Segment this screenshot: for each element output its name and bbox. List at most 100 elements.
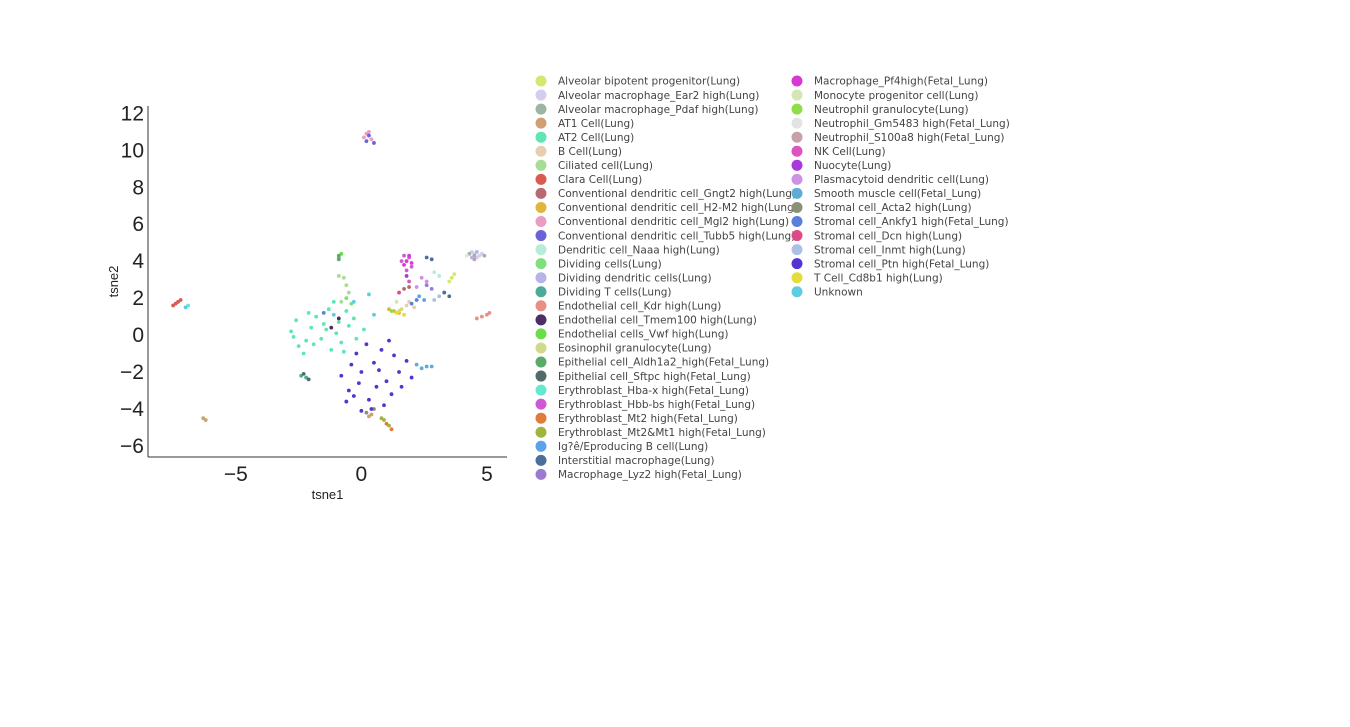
legend-marker (791, 272, 803, 284)
legend-item[interactable]: Erythroblast_Mt2 high(Fetal_Lung) (535, 412, 738, 425)
legend-item[interactable]: Alveolar bipotent progenitor(Lung) (535, 75, 741, 88)
legend-item[interactable]: Clara Cell(Lung) (535, 173, 643, 186)
legend-marker (791, 89, 803, 101)
legend-label: Dividing dendritic cells(Lung) (558, 272, 712, 284)
legend-item[interactable]: Neutrophil_Gm5483 high(Fetal_Lung) (791, 117, 1010, 130)
data-point (407, 285, 411, 289)
legend-item[interactable]: Erythroblast_Hbb-bs high(Fetal_Lung) (535, 398, 756, 411)
y-tick-label: 6 (132, 213, 144, 236)
legend-item[interactable]: Stromal cell_Acta2 high(Lung) (791, 201, 972, 214)
data-point (346, 388, 351, 393)
data-point (387, 423, 391, 428)
legend-item[interactable]: Epithelial cell_Aldh1a2_high(Fetal_Lung) (535, 356, 770, 369)
y-tick-label: −6 (120, 435, 144, 458)
data-point (301, 371, 306, 376)
legend-item[interactable]: Epithelial cell_Sftpc high(Fetal_Lung) (535, 370, 751, 383)
legend-item[interactable]: Plasmacytoid dendritic cell(Lung) (791, 173, 990, 186)
legend-item[interactable]: Erythroblast_Hba-x high(Fetal_Lung) (535, 384, 750, 397)
data-point (344, 309, 349, 313)
legend-item[interactable]: Stromal cell_Dcn high(Lung) (791, 230, 963, 242)
legend-item[interactable]: Alveolar macrophage_Pdaf high(Lung) (535, 103, 759, 116)
legend-marker (535, 300, 547, 312)
series-interstitial-macrophage-lung (424, 255, 452, 299)
series-stromal-cell-ptn-high-fetal-lung (339, 338, 414, 413)
legend-item[interactable]: Stromal cell_Inmt high(Lung) (791, 244, 966, 256)
data-point (424, 279, 429, 284)
legend-item[interactable]: Alveolar macrophage_Ear2 high(Lung) (535, 89, 760, 102)
data-point (341, 349, 346, 354)
y-tick-label: 10 (121, 139, 144, 162)
legend-item[interactable]: B Cell(Lung) (535, 145, 623, 158)
legend-item[interactable]: Dividing cells(Lung) (535, 258, 662, 270)
legend-label: Nuocyte(Lung) (814, 160, 891, 172)
legend-marker (535, 426, 547, 438)
data-point (479, 314, 484, 319)
data-point (449, 275, 454, 280)
legend-item[interactable]: Stromal cell_Ankfy1 high(Fetal_Lung) (791, 216, 1009, 228)
legend-item[interactable]: AT1 Cell(Lung) (535, 117, 635, 130)
series-stromal-cell-ankfy1-high-fetal-lung (321, 298, 419, 315)
data-point (346, 323, 351, 328)
legend-item[interactable]: Interstitial macrophage(Lung) (535, 454, 715, 467)
legend-item[interactable]: AT2 Cell(Lung) (535, 131, 635, 144)
legend-marker (791, 244, 803, 256)
legend-item[interactable]: Neutrophil_S100a8 high(Fetal_Lung) (791, 131, 1005, 144)
legend-item[interactable]: Macrophage_Pf4high(Fetal_Lung) (791, 75, 988, 88)
series-macrophage-lyz2-high-fetal-lung (424, 283, 434, 291)
legend-label: Alveolar bipotent progenitor(Lung) (558, 76, 740, 88)
legend-item[interactable]: Erythroblast_Mt2&Mt1 high(Fetal_Lung) (535, 426, 766, 439)
legend-item[interactable]: Conventional dendritic cell_H2-M2 high(L… (535, 201, 798, 214)
legend-item[interactable]: Neutrophil granulocyte(Lung) (791, 103, 969, 116)
data-point (314, 314, 319, 319)
data-point (369, 407, 374, 411)
legend-item[interactable]: Endothelial cell_Kdr high(Lung) (535, 300, 722, 313)
legend-label: Conventional dendritic cell_Tubb5 high(L… (558, 230, 795, 242)
legend-item[interactable]: T Cell_Cd8b1 high(Lung) (791, 272, 943, 284)
legend-item[interactable]: Stromal cell_Ptn high(Fetal_Lung) (791, 258, 990, 270)
data-point (321, 322, 326, 326)
data-point (351, 316, 356, 321)
legend-label: Dendritic cell_Naaa high(Lung) (558, 244, 720, 256)
series-clara-cell-lung (171, 298, 183, 308)
legend: Alveolar bipotent progenitor(Lung) Alveol… (535, 75, 1010, 481)
legend-item[interactable]: Dividing T cells(Lung) (535, 286, 672, 298)
legend-item[interactable]: Unknown (791, 286, 863, 298)
legend-marker (535, 159, 547, 171)
legend-item[interactable]: Dividing dendritic cells(Lung) (535, 272, 712, 284)
legend-marker (535, 398, 547, 410)
legend-item[interactable]: Conventional dendritic cell_Mgl2 high(Lu… (535, 216, 790, 228)
data-point (402, 253, 406, 258)
legend-item[interactable]: Conventional dendritic cell_Tubb5 high(L… (535, 230, 796, 242)
legend-item[interactable]: Monocyte progenitor cell(Lung) (791, 89, 979, 102)
data-point (362, 135, 366, 140)
legend-item[interactable]: Eosinophil granulocyte(Lung) (535, 342, 712, 355)
legend-label: Macrophage_Pf4high(Fetal_Lung) (814, 76, 988, 88)
data-point (482, 253, 487, 258)
legend-item[interactable]: Ig?ê/Eproducing B cell(Lung) (535, 440, 709, 453)
data-point (399, 384, 404, 389)
data-point (409, 261, 414, 265)
legend-item[interactable]: Smooth muscle cell(Fetal_Lung) (791, 187, 982, 200)
legend-item[interactable]: NK Cell(Lung) (791, 145, 886, 158)
legend-item[interactable]: Ciliated cell(Lung) (535, 159, 654, 172)
data-point (341, 275, 346, 280)
legend-marker (791, 145, 803, 157)
legend-item[interactable]: Conventional dendritic cell_Gngt2 high(L… (535, 187, 797, 200)
legend-marker (791, 131, 803, 143)
legend-item[interactable]: Endothelial cell_Tmem100 high(Lung) (535, 314, 757, 327)
series-conventional-dendritic-cell-mgl2-high-lung (362, 129, 374, 142)
y-tick-label: −4 (120, 398, 144, 421)
legend-marker (535, 286, 547, 298)
series-alveolar-bipotent-progenitor-lung (447, 272, 457, 284)
data-point (447, 294, 452, 299)
data-point (452, 272, 457, 277)
legend-item[interactable]: Dendritic cell_Naaa high(Lung) (535, 244, 720, 256)
legend-item[interactable]: Endothelial cells_Vwf high(Lung) (535, 328, 729, 341)
legend-item[interactable]: Macrophage_Lyz2 high(Fetal_Lung) (535, 468, 742, 481)
legend-marker (791, 230, 803, 242)
data-point (437, 274, 442, 278)
legend-item[interactable]: Nuocyte(Lung) (791, 159, 892, 172)
data-point (331, 312, 336, 317)
data-point (356, 381, 361, 386)
